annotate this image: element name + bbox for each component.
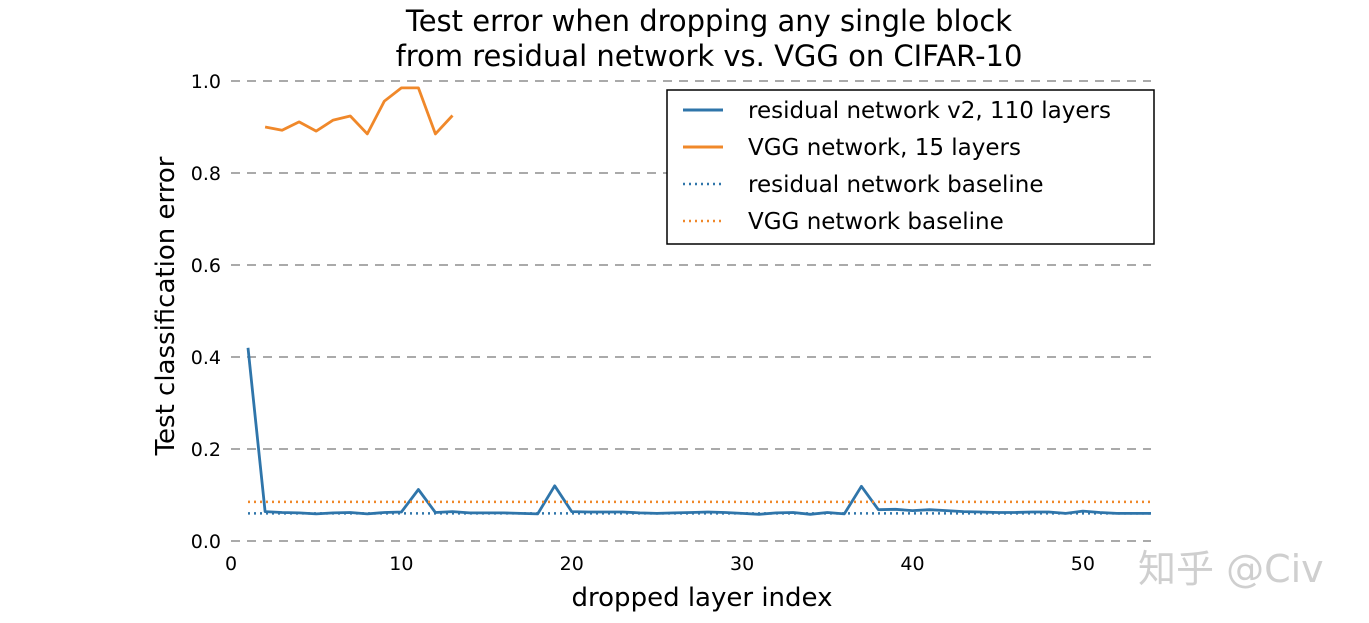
y-tick-label: 0.4 — [191, 347, 221, 369]
legend-frame — [666, 89, 1155, 245]
chart-title-line-2: from residual network vs. VGG on CIFAR-1… — [396, 39, 1023, 73]
x-tick-label: 40 — [900, 553, 924, 575]
series-line-1 — [246, 347, 1151, 516]
y-tick-label: 0.0 — [191, 531, 221, 553]
y-tick-label: 0.8 — [191, 163, 221, 185]
y-tick-label: 1.0 — [191, 71, 221, 93]
axes-layer: 0.0 0.2 0.4 0.6 0.8 1.0 0 10 20 30 40 50 — [191, 71, 1095, 575]
x-tick-label: 20 — [560, 553, 584, 575]
x-tick-label: 0 — [225, 553, 237, 575]
legend-label-vgg: VGG network, 15 layers — [748, 135, 1021, 161]
series-layer — [246, 86, 1151, 516]
y-tick-label: 0.2 — [191, 439, 221, 461]
chart-title-line-1: Test error when dropping any single bloc… — [405, 4, 1012, 38]
legend-label-vgg-baseline: VGG network baseline — [748, 209, 1004, 235]
legend: residual network v2, 110 layers VGG netw… — [666, 89, 1155, 245]
series-line-2 — [264, 86, 454, 136]
x-tick-label: 50 — [1071, 553, 1095, 575]
legend-label-residual: residual network v2, 110 layers — [748, 98, 1111, 124]
y-axis-label: Test classification error — [151, 156, 181, 456]
watermark-text: 知乎 @Civ — [1138, 547, 1324, 591]
y-tick-label: 0.6 — [191, 255, 221, 277]
legend-label-residual-baseline: residual network baseline — [748, 172, 1044, 198]
x-tick-label: 30 — [730, 553, 754, 575]
x-axis-label: dropped layer index — [572, 583, 833, 613]
x-tick-label: 10 — [389, 553, 413, 575]
